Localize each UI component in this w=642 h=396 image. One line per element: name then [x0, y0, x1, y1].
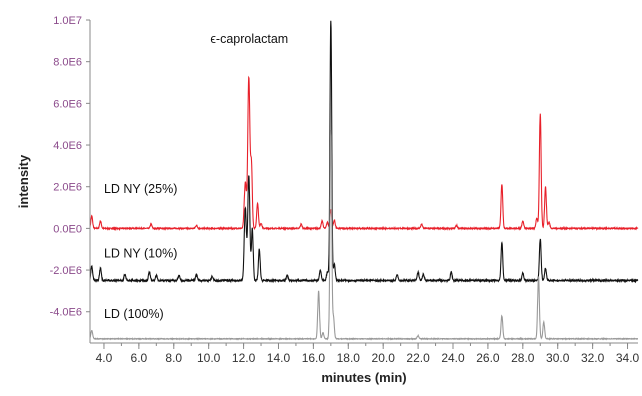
x-tick-label: 12.0 [232, 351, 256, 365]
x-ticks: 4.0 6.0 8.0 10.0 12.0 14.0 16.0 18.0 20.0 22.0 24.… [96, 343, 640, 365]
x-tick-label: 22.0 [406, 351, 430, 365]
x-tick-label: 30.0 [546, 351, 570, 365]
caprolactam-annotation: ϵ-caprolactam [210, 32, 288, 46]
x-tick-label: 24.0 [441, 351, 465, 365]
y-tick-label: -2.0E6 [50, 265, 82, 277]
x-tick-label: 18.0 [337, 351, 361, 365]
series-line-1 [89, 20, 639, 284]
y-tick-label: -4.0E6 [50, 307, 82, 319]
x-tick-label: 32.0 [581, 351, 605, 365]
series-line-2 [89, 129, 638, 341]
x-tick-label: 4.0 [96, 351, 113, 365]
x-tick-label: 20.0 [372, 351, 396, 365]
x-tick-label: 6.0 [131, 351, 148, 365]
y-tick-label: 4.0E6 [53, 140, 82, 152]
y-tick-label: 6.0E6 [53, 98, 82, 110]
y-tick-label: 8.0E6 [53, 57, 82, 69]
x-tick-label: 14.0 [267, 351, 291, 365]
series-lines [89, 20, 639, 341]
y-tick-label: 2.0E6 [53, 182, 82, 194]
y-tick-label: 0.0E0 [53, 223, 82, 235]
axes [89, 20, 638, 344]
series-line-0 [89, 75, 639, 232]
series-label: LD NY (10%) [104, 247, 177, 261]
series-labels: LD NY (25%) LD NY (10%) LD (100%) [104, 182, 177, 321]
x-tick-label: 26.0 [476, 351, 500, 365]
series-label: LD NY (25%) [104, 182, 177, 196]
y-tick-label: 1.0E7 [53, 15, 82, 27]
x-tick-label: 28.0 [511, 351, 535, 365]
x-tick-label: 16.0 [302, 351, 326, 365]
series-label: LD (100%) [104, 307, 164, 321]
x-tick-label: 8.0 [165, 351, 182, 365]
x-axis-title: minutes (min) [321, 370, 406, 385]
y-axis-title: intensity [16, 154, 31, 208]
y-ticks: -4.0E6 -2.0E6 0.0E0 2.0E6 4.0E6 6.0E6 8.0E6 1.0… [50, 15, 90, 319]
x-tick-label: 10.0 [197, 351, 221, 365]
x-tick-label: 34.0 [616, 351, 640, 365]
